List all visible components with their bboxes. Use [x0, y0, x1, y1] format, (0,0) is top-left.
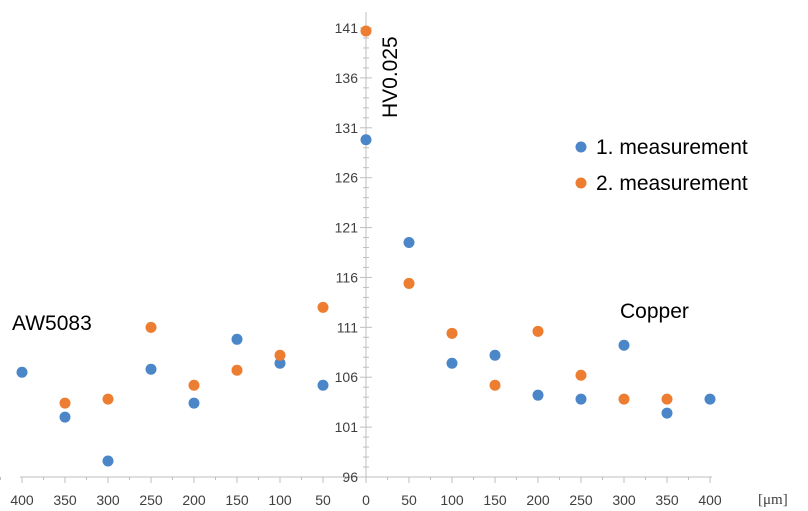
x-tick-label: 200: [526, 492, 550, 508]
x-tick-label: 350: [655, 492, 679, 508]
series-1-point: [16, 366, 28, 378]
y-axis-title: HV0.025: [379, 36, 402, 118]
x-tick-label: 150: [225, 492, 249, 508]
series-1-point: [704, 393, 716, 405]
data-points: [16, 25, 716, 467]
y-tick-label: 141: [335, 20, 359, 36]
series-2-point: [59, 397, 71, 409]
series-2-point: [231, 364, 243, 376]
legend-marker-series-2: [575, 177, 587, 189]
series-1-point: [360, 134, 372, 146]
series-1-point: [102, 455, 114, 467]
series-1-point: [145, 363, 157, 375]
series-1-point: [231, 333, 243, 345]
x-tick-label: 300: [96, 492, 120, 508]
series-2-point: [489, 379, 501, 391]
series-1-point: [317, 379, 329, 391]
x-axis-ticks: 400 350 300 250 200 150 100 50 0 50 100 150 200 250 30…: [0, 477, 722, 508]
series-2-point: [446, 327, 458, 339]
x-tick-label: 250: [569, 492, 593, 508]
y-tick-label: 126: [335, 170, 359, 186]
legend-label-series-2: 2. measurement: [596, 172, 748, 195]
y-tick-label: 121: [335, 220, 359, 236]
y-tick-label: 111: [337, 319, 358, 335]
series-2-point: [102, 393, 114, 405]
series-1-point: [575, 393, 587, 405]
series-2-point: [618, 393, 630, 405]
series-1-point: [188, 397, 200, 409]
series-2-point: [532, 325, 544, 337]
y-axis-ticks: 96 101 106 111 116 121 126 131 136 141: [335, 20, 372, 485]
x-tick-label: 200: [182, 492, 206, 508]
x-tick-label: 50: [401, 492, 417, 508]
series-2-point: [317, 301, 329, 313]
y-tick-label: 96: [342, 469, 358, 485]
series-1-point: [446, 357, 458, 369]
y-tick-label: 101: [335, 419, 359, 435]
x-tick-label: 250: [139, 492, 163, 508]
x-tick-label: 350: [53, 492, 77, 508]
x-axis-unit: [μm]: [758, 492, 788, 508]
x-tick-label: 400: [10, 492, 34, 508]
y-tick-label: 131: [335, 120, 359, 136]
series-2-point: [403, 277, 415, 289]
aw5083-region-label: AW5083: [12, 312, 92, 335]
legend-marker-series-1: [575, 141, 587, 153]
series-1-point: [403, 237, 415, 249]
x-tick-label: 0: [362, 492, 370, 508]
y-tick-label: 106: [335, 369, 359, 385]
copper-region-label: Copper: [620, 300, 689, 323]
series-1-point: [532, 389, 544, 401]
x-tick-label: 400: [698, 492, 722, 508]
x-tick-label: 50: [315, 492, 331, 508]
series-2-point: [360, 25, 372, 37]
series-2-point: [145, 321, 157, 333]
x-tick-label: 150: [483, 492, 507, 508]
y-tick-label: 136: [335, 70, 359, 86]
series-2-point: [661, 393, 673, 405]
series-1-point: [59, 411, 71, 423]
x-tick-label: 300: [612, 492, 636, 508]
x-tick-label: 100: [440, 492, 464, 508]
series-1-point: [489, 349, 501, 361]
series-1-point: [618, 339, 630, 351]
x-tick-label: 100: [268, 492, 292, 508]
series-2-point: [188, 379, 200, 391]
legend-label-series-1: 1. measurement: [596, 136, 748, 159]
series-1-point: [274, 357, 286, 369]
series-2-point: [575, 369, 587, 381]
y-tick-label: 116: [336, 269, 359, 285]
legend: 1. measurement 2. measurement: [575, 136, 748, 195]
series-1-point: [661, 407, 673, 419]
series-2-point: [274, 349, 286, 361]
